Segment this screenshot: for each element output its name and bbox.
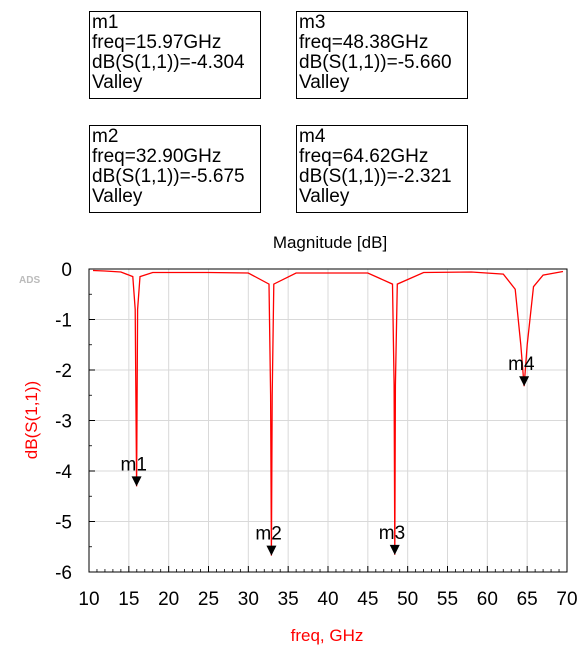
y-tick-label: -3 — [55, 412, 72, 433]
axis-ticks: 10 15 20 25 30 35 40 45 50 55 60 65 70 0 -1 -2 -3 -4 -5 -6 — [55, 260, 577, 610]
marker-freq: freq=32.90GHz — [92, 146, 222, 167]
marker-name: m1 — [92, 12, 119, 33]
x-tick-label: 10 — [78, 589, 99, 610]
y-tick-label: 0 — [61, 260, 72, 281]
marker-label: m3 — [379, 523, 405, 544]
y-tick-label: -1 — [55, 311, 72, 332]
marker-box-m2: m2 freq=32.90GHz dB(S(1,1))=-5.675 Valle… — [89, 125, 261, 213]
x-tick-label: 60 — [477, 589, 498, 610]
marker-freq: freq=15.97GHz — [92, 32, 222, 53]
x-tick-label: 65 — [517, 589, 538, 610]
marker-name: m2 — [92, 126, 119, 147]
marker-triangle — [389, 544, 400, 555]
marker-triangle — [519, 376, 530, 387]
y-tick-label: -4 — [55, 462, 72, 483]
marker-value: dB(S(1,1))=-5.660 — [299, 52, 452, 73]
marker-label: m1 — [121, 454, 147, 475]
s11-trace — [92, 269, 564, 556]
x-tick-label: 30 — [238, 589, 259, 610]
y-tick-label: -5 — [55, 513, 72, 534]
marker-kind: Valley — [299, 72, 350, 93]
x-tick-label: 40 — [317, 589, 338, 610]
marker-kind: Valley — [299, 186, 350, 207]
x-tick-label: 45 — [357, 589, 378, 610]
y-tick-label: -6 — [55, 563, 72, 584]
marker-kind: Valley — [92, 72, 143, 93]
ads-watermark: ADS — [19, 275, 40, 286]
x-tick-label: 50 — [397, 589, 418, 610]
x-axis-label: freq, GHz — [291, 626, 364, 645]
x-tick-label: 35 — [278, 589, 299, 610]
marker-name: m3 — [299, 12, 326, 33]
y-axis-label: dB(S(1,1)) — [22, 381, 41, 459]
x-tick-label: 20 — [158, 589, 179, 610]
marker-value: dB(S(1,1))=-2.321 — [299, 166, 452, 187]
x-tick-label: 70 — [556, 589, 577, 610]
marker-name: m4 — [299, 126, 326, 147]
chart-title: Magnitude [dB] — [273, 233, 387, 252]
marker-freq: freq=48.38GHz — [299, 32, 429, 53]
marker-value: dB(S(1,1))=-4.304 — [92, 52, 245, 73]
x-tick-label: 25 — [198, 589, 219, 610]
marker-label: m2 — [255, 524, 281, 545]
marker-triangle — [266, 545, 277, 556]
marker-points: m1 m2 m3 m4 — [121, 354, 535, 556]
marker-label: m4 — [508, 354, 535, 375]
x-tick-label: 55 — [437, 589, 458, 610]
x-tick-label: 15 — [118, 589, 139, 610]
marker-kind: Valley — [92, 186, 143, 207]
marker-value: dB(S(1,1))=-5.675 — [92, 166, 245, 187]
grid — [88, 268, 568, 573]
y-tick-label: -2 — [55, 361, 72, 382]
marker-box-m1: m1 freq=15.97GHz dB(S(1,1))=-4.304 Valle… — [89, 11, 261, 99]
marker-freq: freq=64.62GHz — [299, 146, 429, 167]
marker-box-m4: m4 freq=64.62GHz dB(S(1,1))=-2.321 Valle… — [296, 125, 468, 213]
marker-triangle — [131, 476, 142, 487]
marker-box-m3: m3 freq=48.38GHz dB(S(1,1))=-5.660 Valle… — [296, 11, 468, 99]
